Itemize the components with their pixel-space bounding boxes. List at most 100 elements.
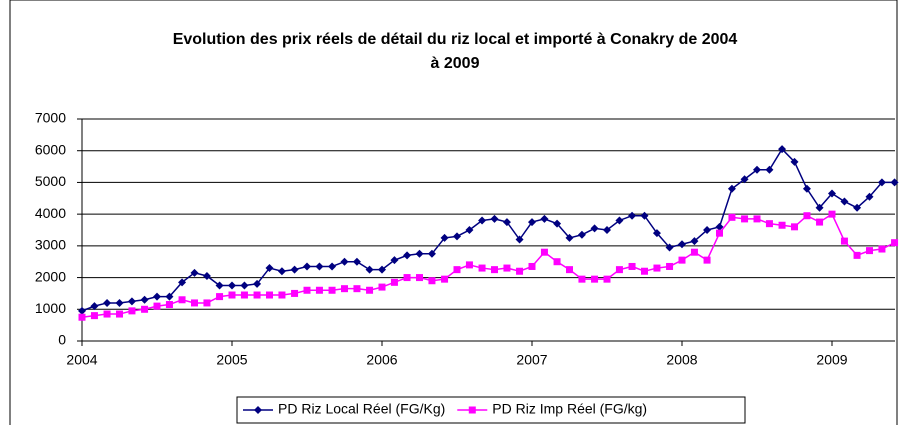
point [703, 256, 711, 264]
point [240, 291, 248, 299]
point [403, 251, 412, 260]
point [378, 265, 386, 274]
point [165, 301, 173, 309]
point [603, 226, 611, 234]
point [790, 157, 799, 166]
point [516, 267, 524, 275]
point [528, 218, 536, 227]
point [165, 292, 174, 301]
point [90, 302, 99, 311]
x-tick-label: 2008 [666, 352, 697, 368]
point [641, 267, 648, 275]
point [303, 286, 311, 294]
point [178, 278, 187, 287]
chart-title-line-1: Evolution des prix réels de détail du ri… [173, 31, 738, 48]
point [265, 264, 274, 273]
point [465, 226, 474, 234]
point [103, 310, 111, 318]
point [190, 268, 199, 277]
point [266, 291, 273, 299]
point [115, 298, 124, 307]
y-tick-label: 1000 [35, 300, 66, 316]
point [703, 226, 712, 234]
point [840, 237, 848, 245]
y-tick-label: 4000 [35, 205, 66, 221]
legend-label: PD Riz Imp Réel (FG/kg) [492, 401, 647, 417]
point [615, 216, 624, 225]
point [765, 220, 773, 228]
x-tick-label: 2009 [816, 352, 847, 368]
point [491, 266, 498, 274]
point [891, 239, 899, 247]
point [140, 295, 149, 304]
chart-frame [9, 0, 898, 425]
point [866, 247, 873, 255]
point [803, 212, 811, 220]
y-tick-label: 6000 [35, 141, 66, 157]
point [453, 266, 461, 274]
point [216, 293, 224, 301]
point [528, 262, 536, 270]
point [716, 229, 723, 237]
point [678, 240, 686, 249]
x-tick-label: 2006 [366, 352, 397, 368]
point [240, 281, 249, 290]
point [228, 281, 236, 290]
point [341, 285, 348, 293]
point [278, 291, 286, 299]
point [502, 218, 511, 227]
point [816, 218, 824, 226]
point [578, 275, 586, 283]
point [254, 406, 262, 414]
point [428, 277, 436, 285]
point [665, 243, 674, 252]
point [441, 275, 449, 283]
point [78, 306, 86, 315]
point [290, 265, 299, 274]
point [753, 165, 761, 174]
point [378, 283, 386, 291]
legend-label: PD Riz Local Réel (FG/Kg) [278, 401, 445, 417]
point [715, 222, 724, 231]
x-tick-label: 2004 [66, 352, 97, 368]
point [415, 249, 424, 258]
point [202, 271, 211, 280]
point [127, 297, 136, 306]
point [390, 278, 398, 286]
point [590, 224, 599, 233]
point [853, 251, 861, 259]
point [340, 257, 349, 266]
point [628, 262, 636, 270]
point [778, 145, 787, 154]
point [328, 262, 337, 271]
point [577, 230, 586, 239]
point [690, 237, 699, 246]
point [565, 233, 574, 242]
point [116, 310, 123, 318]
point [253, 291, 261, 299]
point [390, 256, 399, 265]
point [78, 313, 86, 321]
point [741, 215, 749, 223]
point [465, 261, 473, 269]
y-tick-label: 0 [58, 332, 66, 348]
point [603, 275, 611, 283]
point [678, 256, 686, 264]
point [840, 197, 849, 206]
point [315, 286, 323, 294]
point [553, 258, 561, 266]
point [440, 233, 449, 242]
point [878, 245, 886, 253]
y-tick-label: 7000 [35, 110, 66, 126]
point [877, 178, 886, 187]
point [427, 249, 436, 258]
point [328, 286, 336, 294]
legend-box [236, 396, 746, 424]
point [352, 257, 361, 266]
point [791, 223, 798, 231]
point [128, 307, 136, 315]
point [228, 291, 236, 299]
point [277, 267, 286, 276]
point [203, 299, 211, 307]
point [366, 286, 374, 294]
